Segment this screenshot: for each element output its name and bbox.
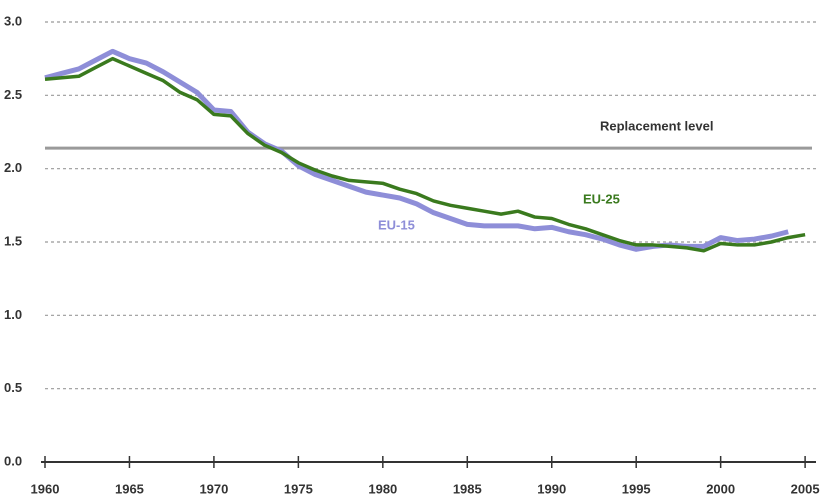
x-tick-label: 1990: [537, 481, 566, 496]
x-tick-label: 1975: [284, 481, 313, 496]
y-tick-label: 0.0: [4, 453, 22, 468]
y-tick-label: 2.5: [4, 87, 22, 102]
x-tick-label: 2005: [791, 481, 820, 496]
line-series: [44, 56, 806, 253]
x-tick-label: 1965: [115, 481, 144, 496]
y-tick-label: 1.0: [4, 307, 22, 322]
x-tick-label: 1960: [31, 481, 60, 496]
x-tick-label: 1970: [199, 481, 228, 496]
y-tick-label: 0.5: [4, 380, 22, 395]
x-tick-label: 1980: [368, 481, 397, 496]
series-label: EU-25: [583, 191, 620, 206]
line-series: [44, 48, 789, 252]
y-tick-label: 2.0: [4, 160, 22, 175]
x-tick-label: 1985: [453, 481, 482, 496]
series-label: EU-15: [378, 217, 415, 232]
x-tick-label: 2000: [706, 481, 735, 496]
reference-label: Replacement level: [600, 118, 713, 133]
y-tick-label: 3.0: [4, 13, 22, 28]
x-tick-label: 1995: [622, 481, 651, 496]
y-tick-label: 1.5: [4, 233, 22, 248]
